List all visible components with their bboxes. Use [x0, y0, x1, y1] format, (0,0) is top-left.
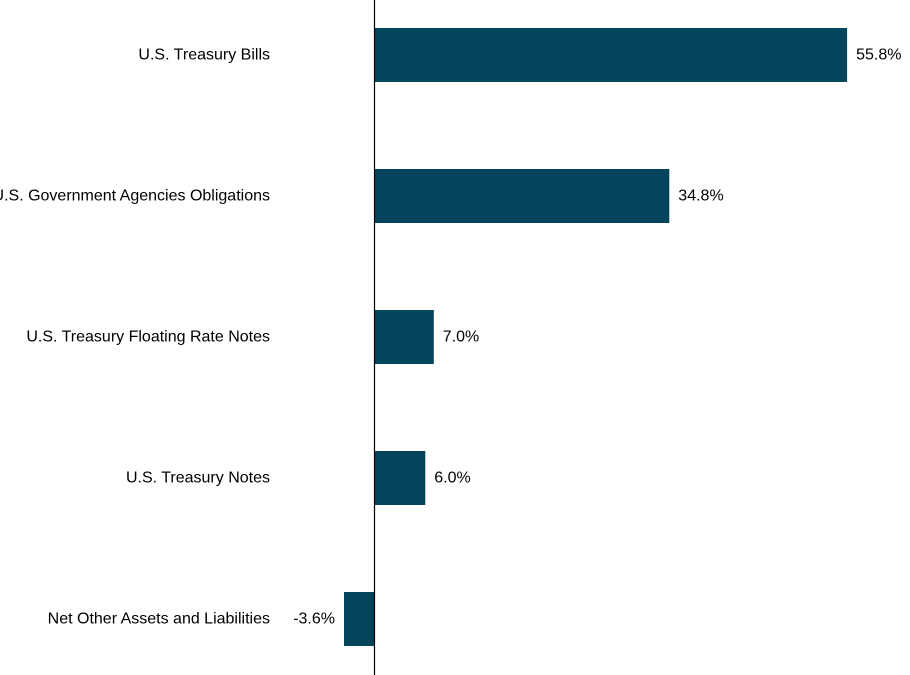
category-label-3: U.S. Treasury Notes: [126, 470, 270, 487]
category-label-4: Net Other Assets and Liabilities: [48, 611, 270, 628]
bar-3: [374, 451, 426, 505]
category-label-2: U.S. Treasury Floating Rate Notes: [26, 329, 270, 346]
value-label-2: 7.0%: [443, 329, 479, 346]
bar-0: [374, 28, 848, 82]
bar-4: [344, 592, 375, 646]
value-label-4: -3.6%: [293, 611, 335, 628]
bar-1: [374, 169, 670, 223]
bar-2: [374, 310, 434, 364]
category-label-1: U.S. Government Agencies Obligations: [0, 188, 270, 205]
category-label-0: U.S. Treasury Bills: [138, 47, 270, 64]
value-label-1: 34.8%: [678, 188, 723, 205]
value-label-3: 6.0%: [434, 470, 470, 487]
labels-group: U.S. Treasury Bills 55.8% U.S. Government …: [0, 47, 901, 628]
value-label-0: 55.8%: [856, 47, 901, 64]
bars-group: [344, 28, 848, 646]
